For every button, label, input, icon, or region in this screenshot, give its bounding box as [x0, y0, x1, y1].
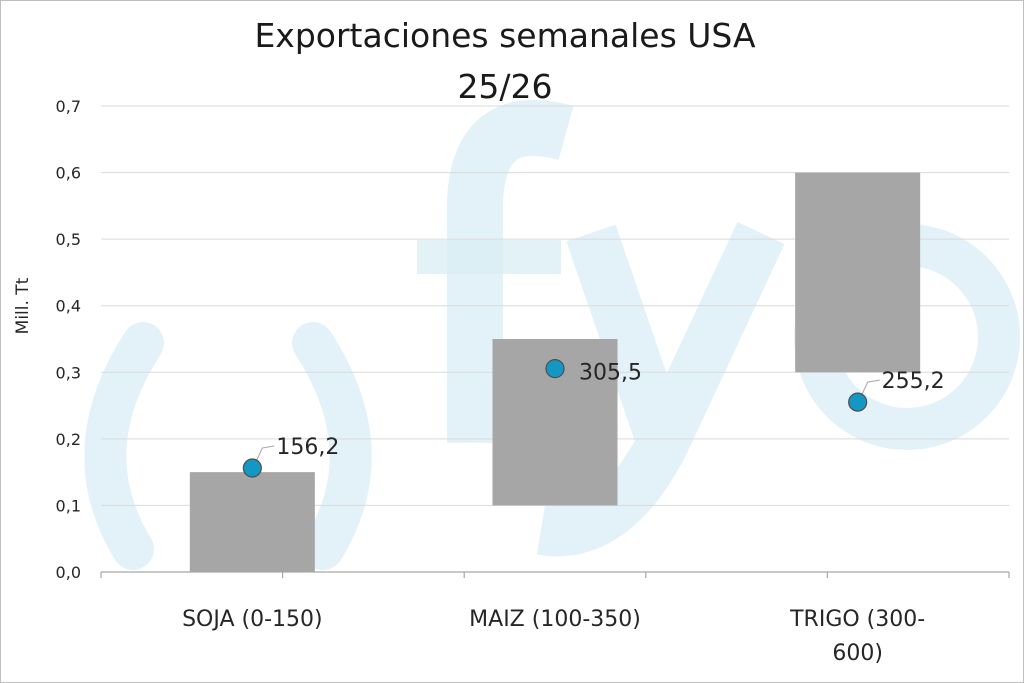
x-axis-categories: SOJA (0-150) MAIZ (100-350) TRIGO (300- 600…: [182, 607, 925, 666]
chart-title: Exportaciones semanales USA: [254, 16, 756, 55]
data-label: 255,2: [882, 369, 945, 394]
y-tick-label: 0,0: [56, 563, 81, 582]
range-bar: [189, 472, 315, 572]
y-tick-label: 0,4: [56, 297, 81, 316]
value-markers: [242, 359, 868, 478]
y-tick-label: 0,3: [56, 363, 81, 382]
leader-line: [255, 445, 275, 462]
value-marker: [242, 458, 262, 478]
y-tick-label: 0,7: [56, 97, 81, 116]
data-label: 156,2: [276, 435, 339, 460]
data-label-leaders: [255, 379, 880, 462]
data-label: 305,5: [579, 361, 642, 386]
y-tick-label: 0,2: [56, 430, 81, 449]
watermark-letter-f-stem: [447, 100, 574, 443]
leader-line: [861, 379, 880, 396]
category-label: TRIGO (300-: [789, 607, 925, 632]
y-tick-label: 0,5: [56, 230, 81, 249]
watermark-bracket-right: [292, 322, 372, 570]
chart-subtitle: 25/26: [457, 67, 552, 106]
range-bars: [189, 172, 921, 572]
y-tick-label: 0,1: [56, 496, 81, 515]
x-axis: [100, 571, 1010, 578]
data-labels: 156,2 305,5 255,2: [276, 361, 944, 460]
y-axis-ticks: 0,0 0,1 0,2 0,3 0,4 0,5 0,6 0,7: [56, 97, 81, 582]
category-label: MAIZ (100-350): [469, 607, 641, 632]
range-bar: [795, 172, 921, 373]
y-tick-label: 0,6: [56, 164, 81, 183]
watermark-letter-y: [536, 222, 785, 557]
value-marker: [545, 359, 565, 379]
y-axis-label: Mill. Tt: [13, 277, 33, 334]
category-label: SOJA (0-150): [182, 607, 323, 632]
value-marker: [848, 392, 868, 412]
category-label: 600): [832, 641, 883, 666]
watermark-bracket-left: [84, 322, 164, 570]
